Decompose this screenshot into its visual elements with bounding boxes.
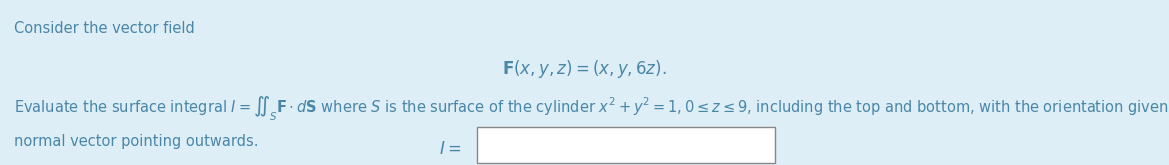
FancyBboxPatch shape — [477, 127, 775, 163]
Text: normal vector pointing outwards.: normal vector pointing outwards. — [14, 134, 258, 149]
Text: $\mathbf{F}(x, y, z) = (x, y, 6z).$: $\mathbf{F}(x, y, z) = (x, y, 6z).$ — [503, 58, 666, 80]
Text: Consider the vector field: Consider the vector field — [14, 21, 195, 36]
Text: $I =$: $I =$ — [440, 140, 462, 158]
Text: Evaluate the surface integral $I = \iint_S \mathbf{F} \cdot d\mathbf{S}$ where $: Evaluate the surface integral $I = \iint… — [14, 95, 1169, 123]
